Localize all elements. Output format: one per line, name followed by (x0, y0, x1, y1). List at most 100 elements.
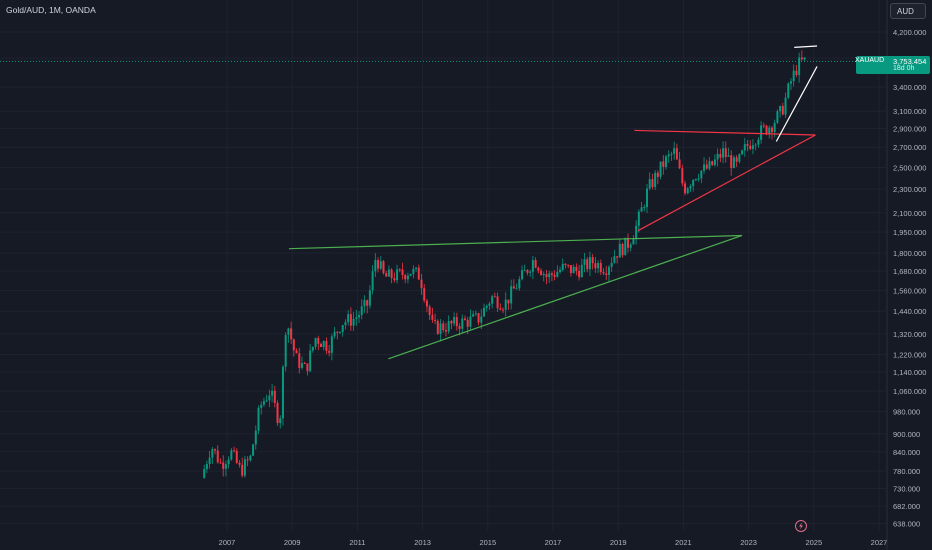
candle-body (463, 318, 466, 320)
candle-body (735, 157, 738, 162)
candle-body (412, 268, 415, 274)
candle-body (211, 449, 214, 458)
candle-body (656, 172, 659, 177)
candlesticks (203, 50, 806, 479)
candle-body (599, 262, 602, 273)
candle-body (485, 305, 488, 308)
candle-body (613, 256, 616, 263)
x-tick-label: 2027 (871, 538, 888, 547)
last-price-tag: XAUAUD (855, 56, 900, 74)
candle-body (635, 225, 638, 239)
candle-body (670, 153, 673, 155)
candle-body (526, 270, 529, 273)
last-price-value: 3,753.454 (893, 57, 927, 66)
candle-body (360, 306, 363, 316)
y-tick-label: 980.000 (893, 408, 920, 417)
candle-body (569, 265, 572, 274)
candle-body (768, 127, 771, 134)
y-tick-label: 840.000 (893, 448, 920, 457)
candle-body (461, 318, 464, 329)
candle-body (325, 341, 328, 351)
candle-body (249, 455, 252, 461)
candle-body (469, 316, 472, 327)
candle-body (553, 275, 556, 277)
candle-body (594, 263, 597, 269)
candle-body (385, 273, 388, 277)
chart-title: Gold/AUD, 1M, OANDA (6, 5, 96, 15)
candle-body (425, 300, 428, 307)
candle-body (208, 457, 211, 465)
candle-body (292, 339, 295, 351)
candle-body (621, 243, 624, 256)
candle-body (703, 164, 706, 171)
time-axis: 2007 2009 2011 2013 2015 2017 2019 2021 2023 2025… (219, 538, 888, 547)
candle-body (645, 188, 648, 208)
candle-body (673, 148, 676, 154)
candle-body (387, 269, 390, 277)
candle-body (770, 127, 773, 133)
candle-body (382, 261, 385, 274)
candle-body (328, 350, 331, 353)
candle-body (488, 303, 491, 306)
red-trendline[interactable] (634, 129, 816, 136)
candle-body (499, 308, 502, 310)
candle-body (556, 271, 559, 277)
candle-body (545, 274, 548, 278)
candle-body (784, 97, 787, 115)
y-tick-label: 1,320.000 (893, 330, 926, 339)
y-tick-label: 1,440.000 (893, 307, 926, 316)
candle-body (415, 267, 418, 269)
candle-body (458, 326, 461, 329)
candle-body (496, 296, 499, 309)
white-trendline[interactable] (794, 45, 818, 48)
candle-body (502, 309, 505, 311)
candle-body (404, 275, 407, 280)
candle-body (339, 331, 342, 333)
candle-body (379, 261, 382, 269)
candle-body (333, 331, 336, 337)
y-tick-label: 1,140.000 (893, 368, 926, 377)
candle-body (311, 346, 314, 351)
candle-body (567, 264, 570, 266)
candle-body (241, 464, 244, 476)
currency-button[interactable]: AUD (890, 3, 926, 19)
flash-icon[interactable] (795, 520, 807, 532)
candle-countdown: 18d 0h (893, 65, 915, 72)
y-tick-label: 780.000 (893, 467, 920, 476)
candle-body (746, 144, 749, 146)
candle-body (575, 266, 578, 272)
candle-body (616, 256, 619, 258)
candle-body (559, 269, 562, 272)
candle-body (377, 260, 380, 269)
candle-body (605, 273, 608, 275)
x-tick-label: 2023 (740, 538, 757, 547)
candle-body (510, 286, 513, 304)
x-tick-label: 2011 (349, 538, 365, 547)
candle-body (265, 400, 268, 402)
candle-body (716, 153, 719, 160)
candle-body (222, 462, 225, 469)
white-trendline[interactable] (775, 66, 818, 142)
candle-body (431, 315, 434, 320)
red-trendline[interactable] (637, 134, 816, 232)
green-trendline[interactable] (288, 234, 743, 250)
candle-body (453, 317, 456, 324)
candle-body (705, 164, 708, 169)
candle-body (762, 125, 765, 127)
candle-body (684, 183, 687, 194)
candle-body (648, 179, 651, 189)
candle-body (257, 407, 260, 431)
candle-body (743, 144, 746, 151)
candle-body (610, 262, 613, 267)
candle-body (504, 299, 507, 310)
y-tick-label: 3,400.000 (893, 83, 926, 92)
candle-body (477, 313, 480, 323)
symbol-label: XAUAUD (855, 57, 885, 64)
candle-body (686, 188, 689, 194)
candle-body (363, 300, 366, 307)
y-tick-label: 1,060.000 (893, 387, 926, 396)
candle-body (724, 148, 727, 157)
green-trendline[interactable] (388, 234, 743, 360)
y-tick-label: 4,200.000 (893, 28, 926, 37)
